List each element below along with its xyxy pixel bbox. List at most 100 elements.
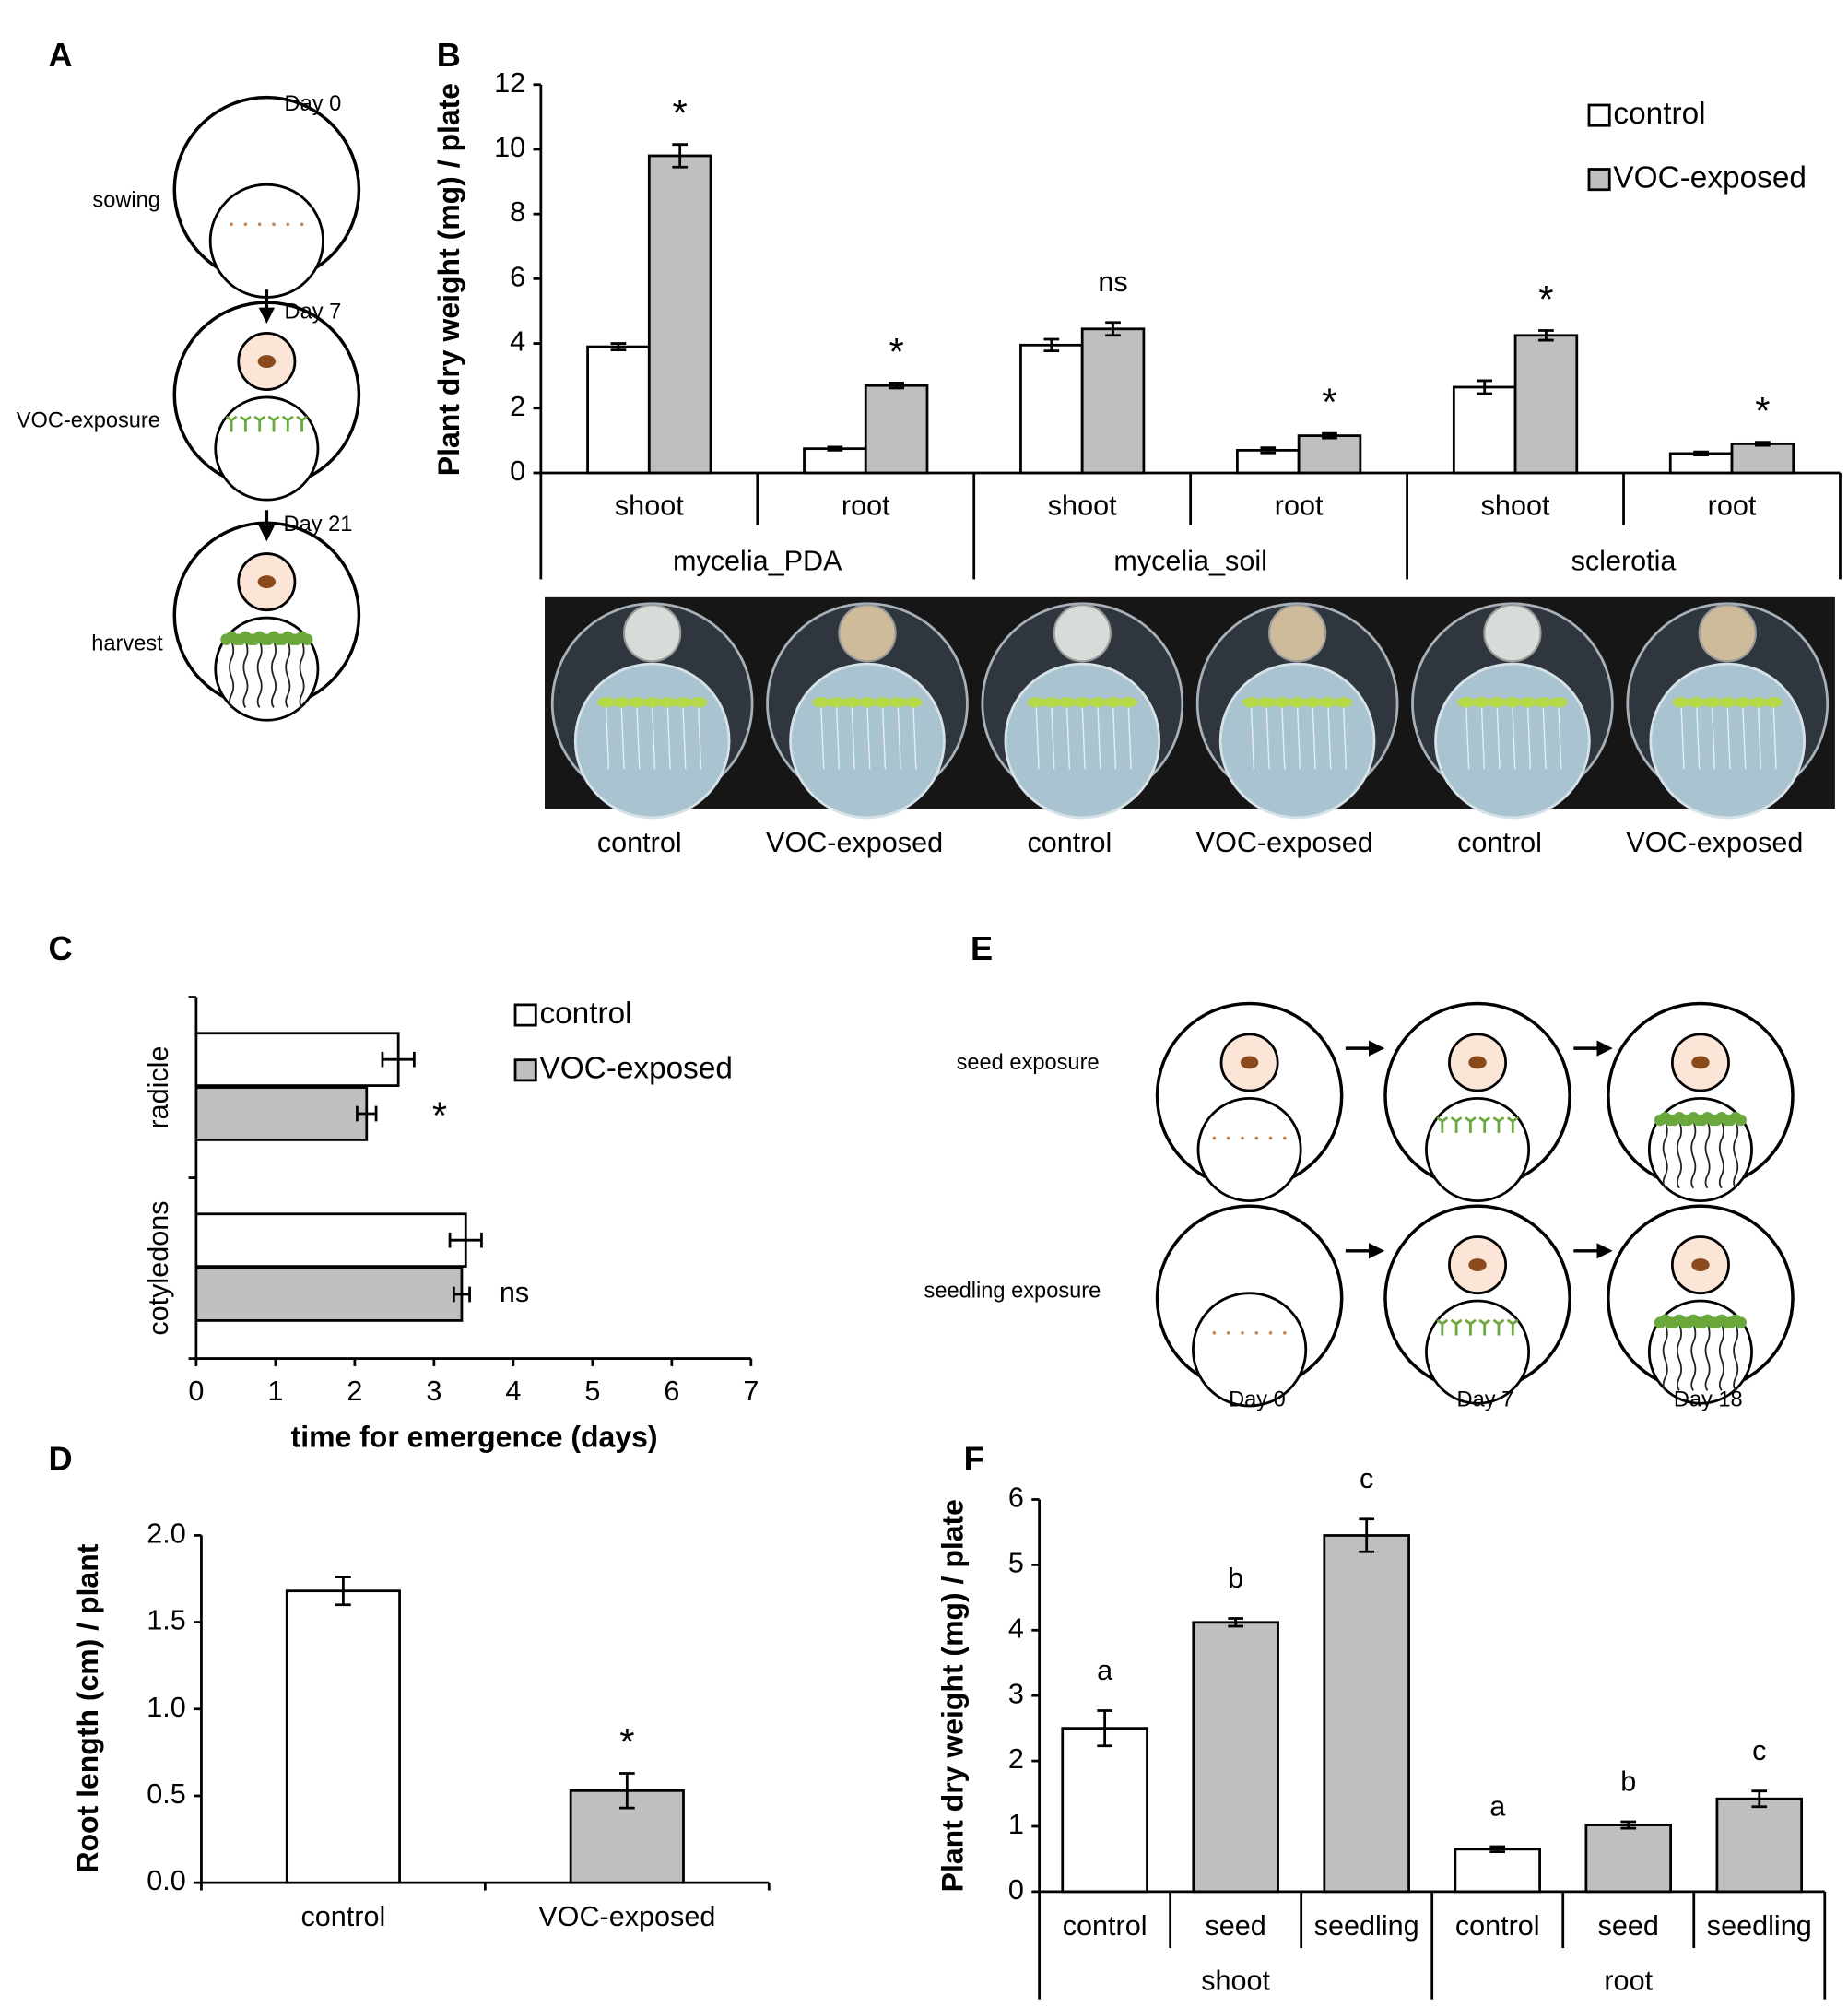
x-tick-label: control (301, 1901, 386, 1932)
x-tick-label: 6 (664, 1375, 679, 1407)
photo-root (698, 707, 702, 770)
error-bar (1538, 329, 1554, 342)
y-tick-label: 6 (510, 261, 525, 292)
fungus (1468, 1056, 1487, 1069)
error-bar (610, 342, 627, 351)
photo-root (881, 707, 887, 770)
significance-label: * (1538, 277, 1553, 321)
significance-label: * (673, 91, 688, 135)
fungus (257, 355, 277, 368)
photo-seedling (889, 697, 908, 708)
agar-plate (1425, 1096, 1531, 1202)
y-tick-label: 2.0 (147, 1517, 186, 1549)
x-tick-label: seedling (1707, 1910, 1812, 1942)
seedling (1506, 1116, 1519, 1133)
photo-root (835, 707, 841, 770)
x-tick-label: 2 (347, 1375, 362, 1407)
photo-seedling (1119, 697, 1138, 708)
root (1677, 1121, 1682, 1189)
seedling (1465, 1116, 1477, 1133)
error-bar (452, 1286, 471, 1303)
photo-seedling (1057, 697, 1077, 708)
legend-label: VOC-exposed (539, 1052, 733, 1086)
photo-fungus-plate (623, 604, 682, 663)
photo-fungus-plate (1053, 604, 1112, 663)
seedling (281, 415, 294, 432)
photo-label: control (597, 827, 682, 858)
significance-label: * (1322, 381, 1336, 424)
photo-seedling (1488, 697, 1506, 708)
photo-seedling (904, 697, 923, 708)
bar (1668, 452, 1734, 475)
significance-label: * (619, 1720, 634, 1764)
photo-seedling (827, 697, 846, 708)
photo-seedling (1549, 697, 1568, 708)
bar (1323, 1534, 1410, 1894)
photo-agar-plate (1218, 662, 1376, 820)
photo-seedling (858, 697, 877, 708)
photo-seedling (1734, 697, 1752, 708)
y-tick-label: 6 (1008, 1482, 1024, 1514)
seedling (1450, 1318, 1463, 1336)
y-tick-label: 1.5 (147, 1605, 186, 1636)
x-tick-label: root (1275, 490, 1324, 522)
significance-label: b (1228, 1563, 1243, 1594)
photo-seedling (612, 697, 631, 708)
bar (194, 1267, 464, 1322)
x-tick-label: 3 (426, 1375, 441, 1407)
x-tick-label: VOC-exposed (538, 1901, 715, 1932)
photo-seedling (1334, 697, 1353, 708)
photo-label: VOC-exposed (1626, 827, 1803, 858)
root (229, 640, 235, 708)
bar (1061, 1727, 1148, 1894)
day-label: Day 18 (1674, 1388, 1743, 1412)
photo-root (1772, 707, 1777, 770)
photo-seedling (842, 697, 862, 708)
photo-seedling (1319, 697, 1337, 708)
seedling (1436, 1116, 1449, 1133)
seed (300, 222, 304, 227)
photo-root (1065, 707, 1071, 770)
photo-root (1281, 707, 1286, 770)
y-tick-label: 4 (1008, 1612, 1024, 1644)
x-tick-label: root (1708, 490, 1757, 522)
seed (1212, 1330, 1217, 1335)
seedling (1465, 1318, 1477, 1336)
x-tick-label: shoot (615, 490, 684, 522)
agar-plate (208, 183, 324, 299)
photo-seedling (658, 697, 677, 708)
seed (1254, 1136, 1259, 1140)
photo-seedling (1103, 697, 1123, 708)
photo-fungus-plate (838, 604, 897, 663)
photo-root (912, 707, 917, 770)
group-label: mycelia_soil (1113, 545, 1267, 576)
panel-label: C (48, 929, 72, 967)
photo-root (897, 707, 901, 770)
error-bar (1489, 1845, 1506, 1854)
root (1704, 1121, 1711, 1189)
panel-label: F (964, 1439, 984, 1477)
x-tick-label: shoot (1481, 490, 1550, 522)
significance-label: ns (500, 1277, 529, 1308)
significance-label: b (1620, 1765, 1636, 1797)
photo-agar-plate (1004, 662, 1161, 820)
photo-root (620, 707, 625, 770)
photo-seedling (1288, 697, 1307, 708)
panel-label: B (437, 36, 461, 74)
y-tick-label: cotyledons (143, 1200, 174, 1335)
photo-root (1112, 707, 1117, 770)
bar (194, 1032, 400, 1087)
error-bar (1751, 1789, 1768, 1809)
photo-root (820, 707, 825, 770)
root (1718, 1323, 1724, 1391)
photo-root (1480, 707, 1486, 770)
bar (1584, 1824, 1673, 1894)
photo-agar-plate (573, 662, 731, 820)
bar (1019, 343, 1084, 475)
y-tick-label: 0.5 (147, 1778, 186, 1810)
root (271, 640, 277, 708)
leaf (1735, 1316, 1747, 1328)
seedling (240, 415, 252, 432)
y-tick-label: 0 (510, 455, 525, 487)
bar (1730, 442, 1795, 475)
